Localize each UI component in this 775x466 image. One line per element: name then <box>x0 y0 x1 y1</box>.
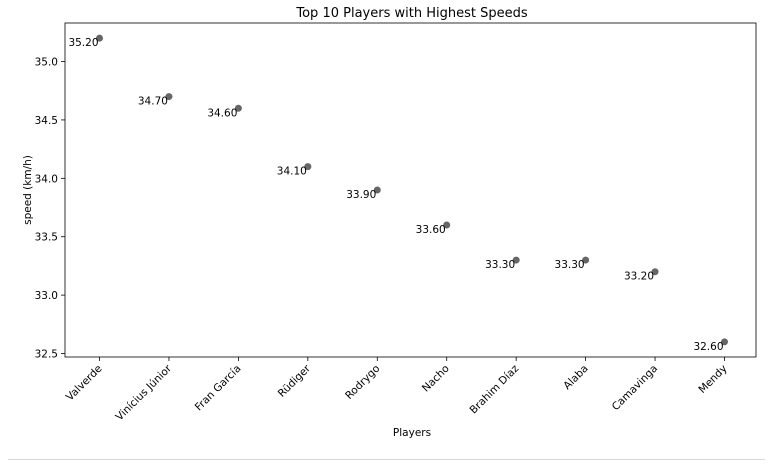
y-axis: 32.5 33.0 33.5 34.0 34.5 35.0 <box>35 57 65 360</box>
data-label: 35.20 <box>68 37 98 49</box>
data-label: 34.10 <box>277 166 307 178</box>
data-point <box>512 256 520 264</box>
data-label: 33.30 <box>485 259 515 271</box>
data-point <box>234 104 242 112</box>
data-labels: 35.20 34.70 34.60 34.10 33.90 33.60 33.30 33.30… <box>68 37 723 353</box>
data-point <box>443 221 451 229</box>
y-tick-label: 33.0 <box>35 290 58 302</box>
data-point <box>582 256 590 264</box>
data-label: 32.60 <box>693 341 723 353</box>
plot-area <box>64 22 757 358</box>
y-tick-label: 34.0 <box>35 173 58 185</box>
data-label: 34.70 <box>138 96 168 108</box>
y-tick-label: 34.5 <box>35 115 58 127</box>
data-label: 33.20 <box>624 271 654 283</box>
y-tick-label: 33.5 <box>35 232 58 244</box>
data-point <box>373 186 381 194</box>
x-axis-label: Players <box>393 427 431 439</box>
chart-title: Top 10 Players with Highest Speeds <box>295 6 527 21</box>
data-label: 33.30 <box>555 259 585 271</box>
data-point <box>304 163 312 171</box>
data-point <box>165 93 173 101</box>
bottom-divider <box>8 459 765 460</box>
data-label: 34.60 <box>207 107 237 119</box>
y-axis-label: speed (km/h) <box>22 155 34 225</box>
data-points <box>96 34 728 346</box>
data-point <box>721 338 728 346</box>
data-label: 33.60 <box>416 224 446 236</box>
y-tick-label: 35.0 <box>35 57 58 69</box>
data-point <box>651 268 659 276</box>
data-label: 33.90 <box>346 189 376 201</box>
y-tick-label: 32.5 <box>35 348 58 360</box>
data-point <box>96 34 103 42</box>
